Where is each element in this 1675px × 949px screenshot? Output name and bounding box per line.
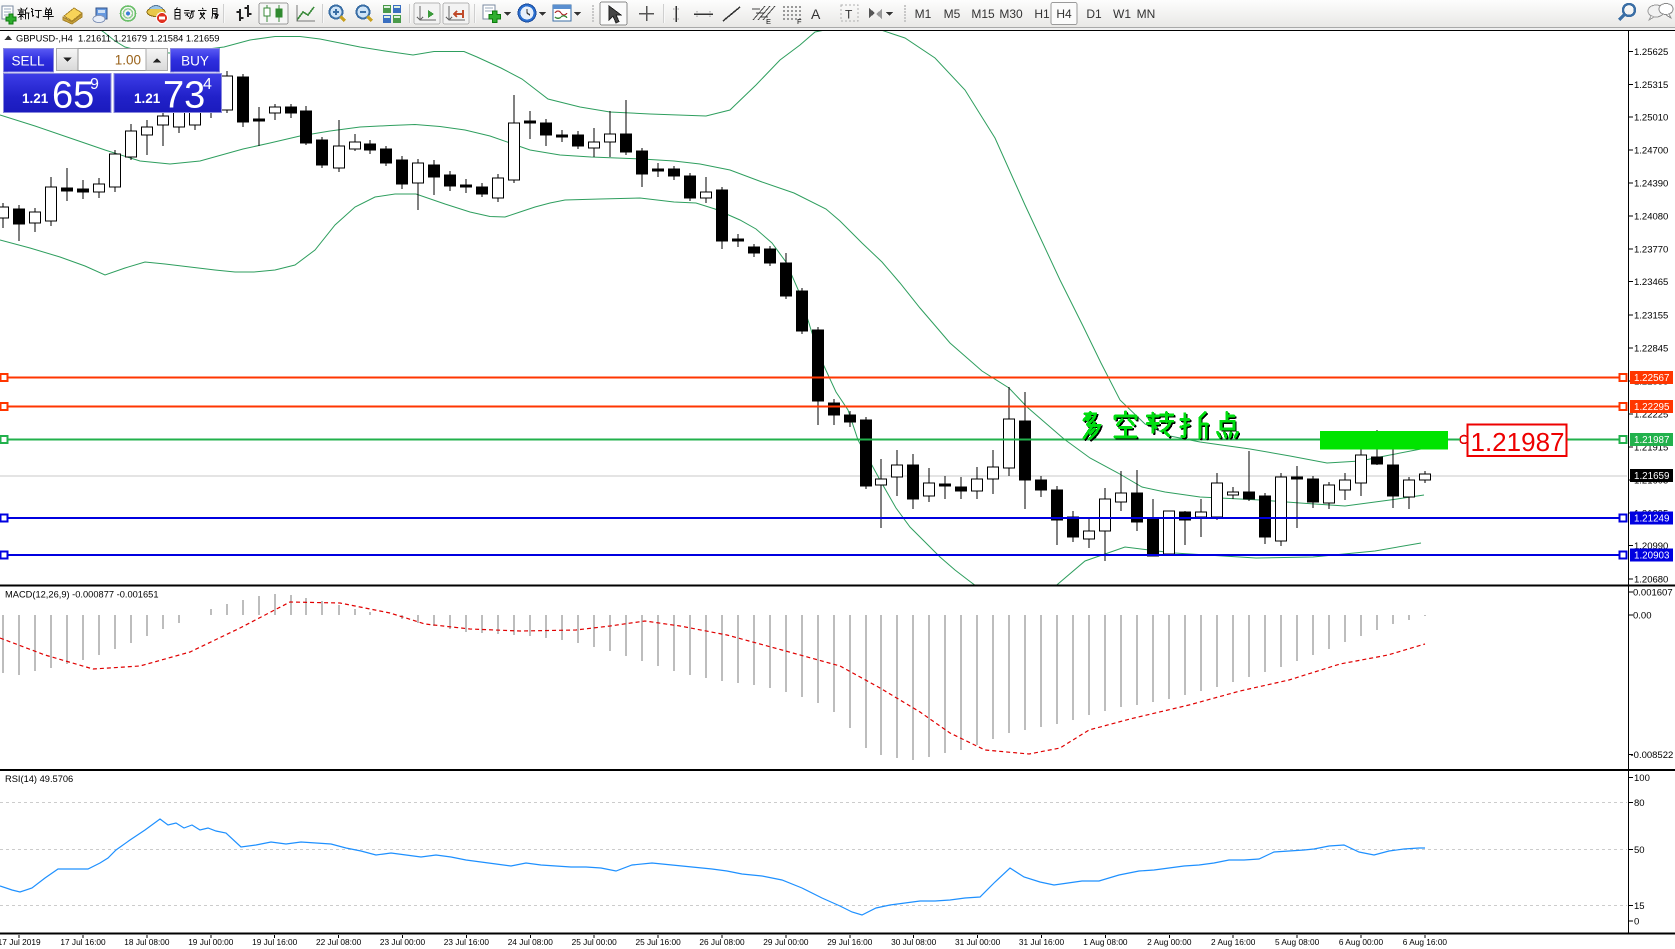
svg-text:29 Jul 00:00: 29 Jul 00:00: [763, 937, 809, 947]
svg-text:A: A: [811, 6, 821, 22]
svg-text:24 Jul 08:00: 24 Jul 08:00: [508, 937, 554, 947]
svg-text:1.21: 1.21: [22, 91, 49, 106]
svg-text:GBPUSD-,H4 1.21611 1.21679 1.: GBPUSD-,H4 1.21611 1.21679 1.21584 1.216…: [16, 34, 219, 44]
svg-text:1.22845: 1.22845: [1634, 343, 1668, 354]
svg-text:1.23155: 1.23155: [1634, 310, 1668, 321]
svg-text:1.21987: 1.21987: [1471, 427, 1565, 457]
svg-text:19 Jul 00:00: 19 Jul 00:00: [188, 937, 234, 947]
svg-text:1.21659: 1.21659: [1634, 471, 1669, 482]
svg-text:0.001607: 0.001607: [1633, 588, 1673, 599]
svg-text:31 Jul 00:00: 31 Jul 00:00: [955, 937, 1001, 947]
svg-text:1.23770: 1.23770: [1634, 245, 1668, 256]
svg-text:1.21915: 1.21915: [1634, 443, 1668, 454]
svg-text:1.24390: 1.24390: [1634, 179, 1668, 190]
svg-text:F: F: [797, 17, 802, 26]
svg-text:17 Jul 16:00: 17 Jul 16:00: [60, 937, 106, 947]
svg-text:E: E: [766, 17, 771, 26]
svg-text:29 Jul 16:00: 29 Jul 16:00: [827, 937, 873, 947]
svg-text:1.22567: 1.22567: [1634, 373, 1669, 384]
svg-text:H4: H4: [1056, 7, 1072, 21]
svg-text:M30: M30: [999, 7, 1023, 21]
svg-text:22 Jul 08:00: 22 Jul 08:00: [316, 937, 362, 947]
svg-text:65: 65: [52, 75, 94, 117]
svg-text:100: 100: [1634, 773, 1650, 784]
svg-text:1.20680: 1.20680: [1634, 574, 1668, 585]
svg-text:MACD(12,26,9) -0.000877 -0.001: MACD(12,26,9) -0.000877 -0.001651: [5, 590, 159, 600]
svg-text:30 Jul 08:00: 30 Jul 08:00: [891, 937, 937, 947]
svg-text:1 Aug 08:00: 1 Aug 08:00: [1083, 937, 1128, 947]
svg-text:4: 4: [203, 76, 212, 93]
svg-text:1.00: 1.00: [115, 53, 141, 68]
svg-text:MN: MN: [1137, 7, 1156, 21]
svg-text:6 Aug 00:00: 6 Aug 00:00: [1339, 937, 1384, 947]
svg-text:31 Jul 16:00: 31 Jul 16:00: [1019, 937, 1065, 947]
svg-text:1.21987: 1.21987: [1634, 435, 1669, 446]
svg-text:23 Jul 00:00: 23 Jul 00:00: [380, 937, 426, 947]
svg-text:1.22225: 1.22225: [1634, 410, 1668, 421]
svg-text:T: T: [845, 8, 853, 22]
svg-text:25 Jul 00:00: 25 Jul 00:00: [572, 937, 618, 947]
svg-text:1.25315: 1.25315: [1634, 80, 1668, 91]
svg-text:18 Jul 08:00: 18 Jul 08:00: [124, 937, 170, 947]
svg-text:1.24080: 1.24080: [1634, 212, 1668, 223]
svg-text:80: 80: [1634, 798, 1645, 809]
svg-text:RSI(14) 49.5706: RSI(14) 49.5706: [5, 774, 73, 784]
svg-text:H1: H1: [1034, 7, 1050, 21]
svg-text:2 Aug 16:00: 2 Aug 16:00: [1211, 937, 1256, 947]
svg-text:5 Aug 08:00: 5 Aug 08:00: [1275, 937, 1320, 947]
svg-text:26 Jul 08:00: 26 Jul 08:00: [699, 937, 745, 947]
svg-text:9: 9: [90, 76, 99, 93]
svg-text:25 Jul 16:00: 25 Jul 16:00: [635, 937, 681, 947]
svg-text:1.21249: 1.21249: [1634, 514, 1669, 525]
svg-text:-0.008522: -0.008522: [1631, 750, 1674, 761]
svg-text:M15: M15: [971, 7, 995, 21]
svg-text:0.00: 0.00: [1633, 611, 1652, 622]
svg-text:W1: W1: [1113, 7, 1131, 21]
svg-text:1.22295: 1.22295: [1634, 402, 1670, 413]
svg-text:1.20990: 1.20990: [1634, 541, 1668, 552]
svg-text:1.23465: 1.23465: [1634, 277, 1668, 288]
svg-text:M1: M1: [915, 7, 932, 21]
svg-text:1.25010: 1.25010: [1634, 112, 1668, 123]
svg-text:M5: M5: [944, 7, 961, 21]
svg-text:1.24700: 1.24700: [1634, 146, 1668, 157]
svg-text:19 Jul 16:00: 19 Jul 16:00: [252, 937, 298, 947]
svg-text:D1: D1: [1086, 7, 1102, 21]
svg-text:50: 50: [1634, 845, 1645, 856]
svg-text:1.20903: 1.20903: [1634, 551, 1670, 562]
svg-text:6 Aug 16:00: 6 Aug 16:00: [1403, 937, 1448, 947]
svg-text:15: 15: [1634, 901, 1645, 912]
svg-text:BUY: BUY: [181, 54, 209, 69]
svg-text:23 Jul 16:00: 23 Jul 16:00: [444, 937, 490, 947]
svg-text:2 Aug 00:00: 2 Aug 00:00: [1147, 937, 1192, 947]
svg-text:1.25625: 1.25625: [1634, 47, 1668, 58]
svg-text:SELL: SELL: [11, 54, 45, 69]
svg-text:1.21: 1.21: [134, 91, 161, 106]
svg-text:0: 0: [1634, 917, 1639, 928]
svg-text:73: 73: [163, 75, 205, 117]
svg-text:17 Jul 2019: 17 Jul 2019: [0, 937, 41, 947]
